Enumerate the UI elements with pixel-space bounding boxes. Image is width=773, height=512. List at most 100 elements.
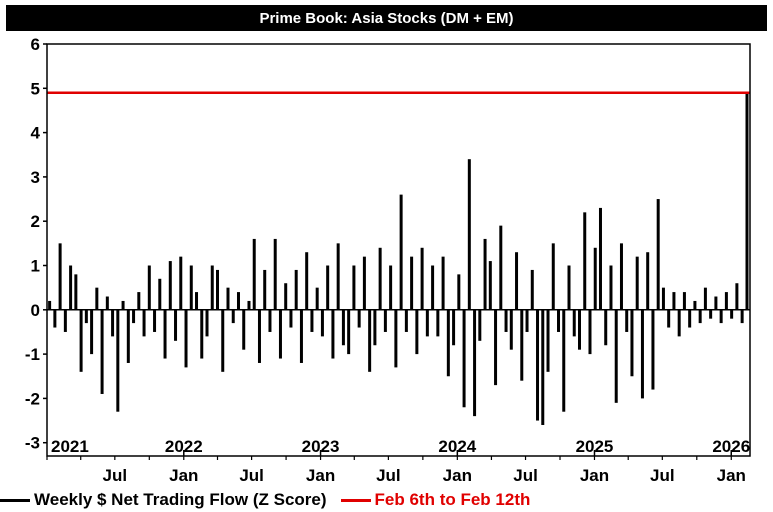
flow-bar (577, 309, 581, 350)
y-tick-label: 0 (31, 301, 40, 320)
flow-bar (604, 309, 608, 346)
flow-bar (236, 292, 240, 310)
flow-bar (661, 287, 665, 310)
flow-bar (111, 309, 115, 337)
flow-bar (242, 309, 246, 350)
y-tick-label: 1 (31, 257, 40, 276)
flow-bar (651, 309, 655, 390)
flow-bar (153, 309, 157, 332)
flow-bar (504, 309, 508, 332)
flow-bar (394, 309, 398, 368)
flow-bar (53, 309, 57, 328)
legend-swatch-week (340, 498, 371, 502)
flow-bar (709, 309, 713, 319)
flow-bar (284, 283, 288, 310)
y-tick-label: -2 (25, 389, 40, 408)
flow-bar (247, 300, 251, 310)
flow-bar (598, 207, 602, 310)
flow-bar (593, 247, 597, 310)
flow-bar (126, 309, 130, 363)
flow-bar (252, 238, 256, 310)
flow-bar (724, 292, 728, 310)
flow-bar (268, 309, 272, 332)
legend-item-week: Feb 6th to Feb 12th (340, 490, 530, 510)
y-tick-label: 6 (31, 35, 40, 54)
flow-bar (703, 287, 707, 310)
flow-bar (95, 287, 99, 310)
flow-bar (446, 309, 450, 377)
flow-bar (210, 265, 214, 310)
flow-bar (588, 309, 592, 355)
flow-bar (158, 278, 162, 310)
month-label: Jul (376, 466, 401, 485)
flow-bar (441, 256, 445, 310)
flow-bar (389, 265, 393, 310)
flow-bar (415, 309, 419, 355)
flow-bar (289, 309, 293, 328)
flow-bar (378, 247, 382, 310)
flow-bar (163, 309, 167, 359)
flow-bar (714, 296, 718, 310)
flow-bar (195, 292, 199, 310)
flow-bar (221, 309, 225, 372)
flow-bar (625, 309, 629, 332)
flow-bar (672, 292, 676, 310)
flow-bar (667, 309, 671, 328)
flow-bar (630, 309, 634, 377)
flow-bar (336, 243, 340, 310)
flow-bar (105, 296, 109, 310)
y-tick-label: 5 (31, 79, 40, 98)
flow-bar (310, 309, 314, 332)
flow-bar (142, 309, 146, 337)
legend: Weekly $ Net Trading Flow (Z Score) Feb … (0, 488, 773, 512)
flow-bar (583, 212, 587, 310)
flow-bar (619, 243, 623, 310)
flow-bar (226, 287, 230, 310)
flow-bar (320, 309, 324, 337)
flow-bar (100, 309, 104, 394)
flow-bar (368, 309, 372, 372)
flow-bar (730, 309, 734, 319)
flow-bar (121, 300, 125, 310)
year-label: 2021 (51, 437, 89, 456)
flow-bar (63, 309, 67, 332)
flow-bar (499, 225, 503, 310)
flow-bar (682, 292, 686, 310)
flow-bar (69, 265, 73, 310)
flow-bar (536, 309, 540, 421)
flow-bar (462, 309, 466, 408)
year-label: 2024 (438, 437, 476, 456)
x-axis: 2021 2022 2023 2024 2025 2026 Jul Jan Jul Jan Jul J… (46, 437, 750, 485)
flow-bar (294, 269, 298, 310)
y-tick-label: 4 (31, 124, 41, 143)
flow-bar (263, 269, 267, 310)
flow-bar (231, 309, 235, 324)
flow-bar (541, 309, 545, 425)
flow-bar (509, 309, 513, 350)
flow-bar (525, 309, 529, 332)
flow-bar (399, 194, 403, 310)
flow-bar (515, 252, 519, 310)
flow-bar (436, 309, 440, 337)
year-label: 2023 (302, 437, 340, 456)
month-label: Jul (239, 466, 264, 485)
flow-bar (567, 265, 571, 310)
chart-svg: -3 -2 -1 0 1 2 3 4 5 6 2021 2022 2023 2024 2025 2026 Ju… (25, 35, 751, 485)
flow-bar (452, 309, 456, 346)
legend-item-flow: Weekly $ Net Trading Flow (Z Score) (0, 490, 327, 510)
flow-bar (719, 309, 723, 324)
flow-bar (551, 243, 555, 310)
flow-bar (200, 309, 204, 359)
flow-bar (557, 309, 561, 332)
flow-bar (147, 265, 151, 310)
year-label: 2025 (576, 437, 614, 456)
flow-bar (467, 159, 471, 310)
flow-bar (278, 309, 282, 359)
y-tick-label: -3 (25, 434, 40, 453)
flow-bar (457, 274, 461, 310)
flow-bar (698, 309, 702, 324)
flow-bar (693, 300, 697, 310)
flow-bar (184, 309, 188, 368)
flow-bar (614, 309, 618, 403)
month-label: Jul (513, 466, 538, 485)
